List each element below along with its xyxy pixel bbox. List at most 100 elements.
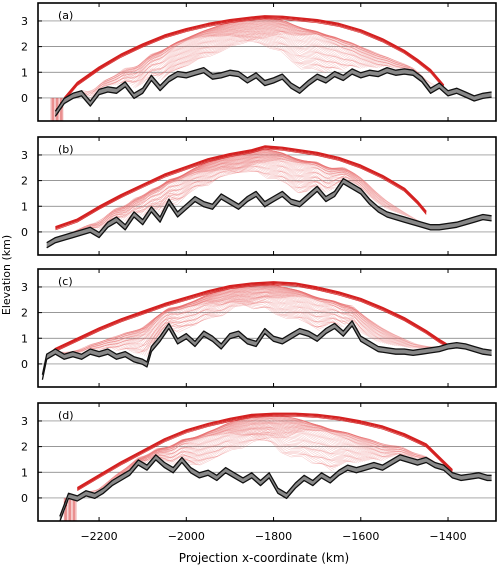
ice-surface-line <box>55 147 427 230</box>
flowline <box>163 294 436 348</box>
flowline <box>163 158 416 220</box>
y-tick-label: 0 <box>21 226 28 239</box>
bed-line-lower <box>59 459 492 521</box>
panel-frame <box>37 136 497 256</box>
flowline <box>146 290 418 357</box>
flowline <box>157 420 411 461</box>
flowline <box>114 421 365 479</box>
flowline <box>164 158 418 221</box>
y-tick-label: 3 <box>21 149 28 162</box>
flowline <box>131 150 382 214</box>
flowline <box>66 297 332 355</box>
bed-line-lower <box>54 72 492 117</box>
flowline <box>154 24 412 76</box>
bed-uncertainty-band <box>59 454 492 521</box>
plot-area <box>38 281 496 380</box>
flowline <box>155 419 409 460</box>
flowline <box>168 423 423 464</box>
flowline <box>152 23 410 75</box>
panel-a: 0 1 2 3 (a) <box>21 2 497 122</box>
panel-d: 0 1 2 3 (d) <box>21 402 497 522</box>
y-tick-label: 3 <box>21 281 28 294</box>
ice-surface-line <box>55 145 427 228</box>
panel-frame <box>37 268 497 388</box>
x-tick-label: −1400 <box>429 530 466 543</box>
flowline <box>182 428 438 465</box>
flowline <box>95 429 344 493</box>
ice-surface-line <box>63 17 445 101</box>
y-tick-label: 1 <box>21 466 28 479</box>
y-axis-label: Elevation (km) <box>0 235 13 315</box>
flowline <box>81 292 349 354</box>
y-tick-label: 1 <box>21 200 28 213</box>
flowline <box>118 420 369 477</box>
flowline <box>105 424 356 486</box>
x-tick-label: −2200 <box>80 530 117 543</box>
flowline <box>101 153 350 228</box>
y-tick-label: 2 <box>21 441 28 454</box>
flowline <box>173 424 428 465</box>
flowline <box>147 22 404 78</box>
plot-area <box>38 412 496 521</box>
flowline <box>113 422 363 480</box>
flowline <box>86 30 338 96</box>
y-tick-label: 3 <box>21 15 28 28</box>
bed-line-upper <box>46 177 492 244</box>
flowline <box>165 28 423 78</box>
bed-line-upper <box>59 454 492 517</box>
x-tick-label: −1600 <box>342 530 379 543</box>
flowline <box>166 158 419 222</box>
flowlines <box>54 283 441 357</box>
flowline <box>122 149 372 221</box>
bed-uncertainty-band <box>42 320 492 380</box>
flowline <box>161 294 434 348</box>
flowline <box>95 26 348 94</box>
ice-surface-line <box>55 146 427 229</box>
flowline <box>120 149 370 220</box>
panel-label: (b) <box>58 143 74 156</box>
flowline <box>161 421 415 462</box>
flowline <box>170 424 424 465</box>
flowline <box>133 151 384 212</box>
ice-surface-line <box>46 283 449 359</box>
flowline <box>136 19 392 88</box>
flowline <box>167 29 425 81</box>
ice-surface-line <box>55 148 427 231</box>
ice-surface-line <box>63 15 445 99</box>
flowline <box>79 292 347 354</box>
x-axis-label: Projection x-coordinate (km) <box>179 551 349 565</box>
flowline <box>88 290 357 350</box>
panel-c: 0 1 2 3 (c) <box>21 268 497 388</box>
flowline <box>111 21 365 86</box>
ice-surface-line <box>63 16 445 100</box>
ice-surface-line <box>77 415 453 491</box>
flowline <box>159 157 412 219</box>
bed-line-lower <box>41 325 492 380</box>
flowline <box>109 22 363 86</box>
flowline <box>145 22 402 81</box>
flowline <box>161 158 414 219</box>
flowline <box>140 288 412 355</box>
flowline <box>166 295 441 348</box>
panels: 0 1 2 3 (a) 0 1 2 3 (b) 0 1 2 3 (c) 0 1 2 3 (d) <box>21 2 497 522</box>
panel-label: (a) <box>58 9 73 22</box>
flowline <box>83 291 351 353</box>
flowline <box>150 23 408 75</box>
ice-surface-line <box>63 18 444 102</box>
panel-frame <box>37 402 497 522</box>
flowlines <box>71 16 437 99</box>
y-tick-label: 1 <box>21 66 28 79</box>
x-tick-labels: −2200 −2000 −1800 −1600 −1400 <box>80 530 466 543</box>
panel-label: (d) <box>58 409 74 422</box>
flowline <box>154 418 407 459</box>
bed-line-upper <box>54 66 492 112</box>
flowline <box>163 27 421 79</box>
flowline <box>92 157 340 229</box>
flowline <box>69 166 316 234</box>
flowline <box>148 416 402 463</box>
y-tick-label: 2 <box>21 307 28 320</box>
ice-surface-line <box>46 282 449 358</box>
ice-surface-line <box>46 281 449 357</box>
flowline <box>94 288 363 350</box>
flowline <box>165 295 439 348</box>
